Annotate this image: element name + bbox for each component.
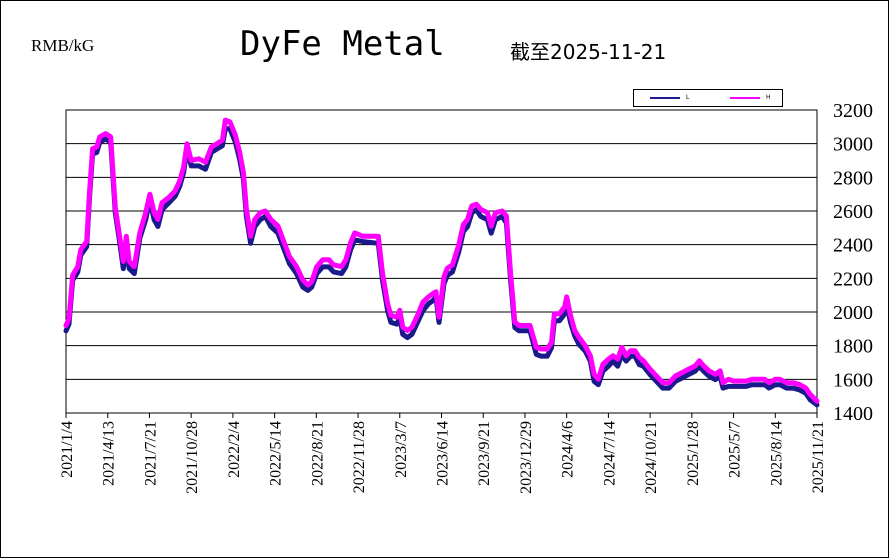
y-tick-label: 2800 <box>833 167 873 189</box>
series-lines <box>63 117 820 408</box>
x-tick-label: 2023/9/21 <box>476 421 493 486</box>
y-tick-label: 1800 <box>833 336 873 358</box>
date-note: 截至2025-11-21 <box>510 40 667 64</box>
y-tick-label: 3000 <box>833 134 873 156</box>
y-tick-label: 2400 <box>833 235 873 257</box>
x-tick-label: 2021/1/4 <box>59 421 76 478</box>
legend: L H <box>633 89 783 107</box>
x-tick-label: 2022/2/4 <box>226 421 243 478</box>
x-tick-label: 2023/6/14 <box>435 421 452 486</box>
x-tick-label: 2024/10/21 <box>643 421 660 494</box>
x-tick-label: 2025/11/21 <box>810 421 827 493</box>
x-tick-label: 2023/3/7 <box>393 421 410 478</box>
legend-swatch-l <box>650 97 680 99</box>
chart-title: DyFe Metal <box>240 24 445 64</box>
y-tick-label: 3200 <box>833 100 873 122</box>
x-tick-label: 2025/5/7 <box>727 421 744 478</box>
legend-label-l: L <box>686 94 690 101</box>
x-tick-label: 2021/4/13 <box>101 421 118 486</box>
x-tick-label: 2024/7/14 <box>601 421 618 486</box>
x-tick-label: 2022/8/21 <box>309 421 326 486</box>
y-tick-label: 1400 <box>833 403 873 425</box>
x-tick-label: 2024/4/6 <box>560 421 577 478</box>
y-tick-label: 2600 <box>833 201 873 223</box>
legend-swatch-h <box>730 97 760 99</box>
x-tick-label: 2021/7/21 <box>142 421 159 486</box>
legend-label-h: H <box>766 94 771 101</box>
x-tick-label: 2025/1/28 <box>685 421 702 486</box>
x-tick-label: 2021/10/28 <box>184 421 201 494</box>
y-tick-label: 1600 <box>833 369 873 391</box>
x-tick-label: 2023/12/29 <box>518 421 535 494</box>
x-axis-ticks: 2021/1/4 2021/4/13 2021/7/21 2021/10/28 2022… <box>59 413 827 494</box>
unit-label: RMB/kG <box>31 36 95 55</box>
y-tick-label: 2000 <box>833 302 873 324</box>
x-tick-label: 2022/5/14 <box>268 421 285 486</box>
y-tick-label: 2200 <box>833 268 873 290</box>
x-tick-label: 2025/8/14 <box>768 421 785 486</box>
series-line-h <box>63 117 820 404</box>
x-tick-label: 2022/11/28 <box>351 421 368 493</box>
y-axis-ticks: 1400 1600 1800 2000 2200 2400 2600 2800 3000 3200 <box>833 100 873 425</box>
